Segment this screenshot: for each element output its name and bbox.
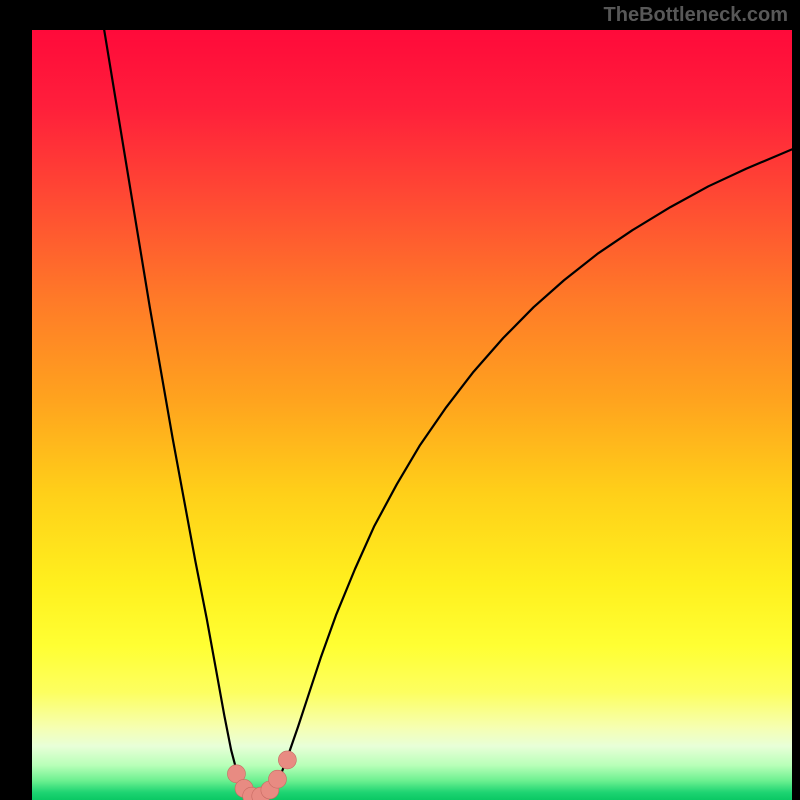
chart-canvas: TheBottleneck.com	[0, 0, 800, 800]
curve-layer	[32, 30, 792, 800]
bottleneck-curve	[104, 30, 792, 799]
curve-marker	[278, 751, 296, 769]
watermark-text: TheBottleneck.com	[604, 4, 788, 27]
marker-group	[227, 751, 296, 800]
plot-area	[32, 30, 792, 800]
curve-marker	[268, 770, 286, 788]
